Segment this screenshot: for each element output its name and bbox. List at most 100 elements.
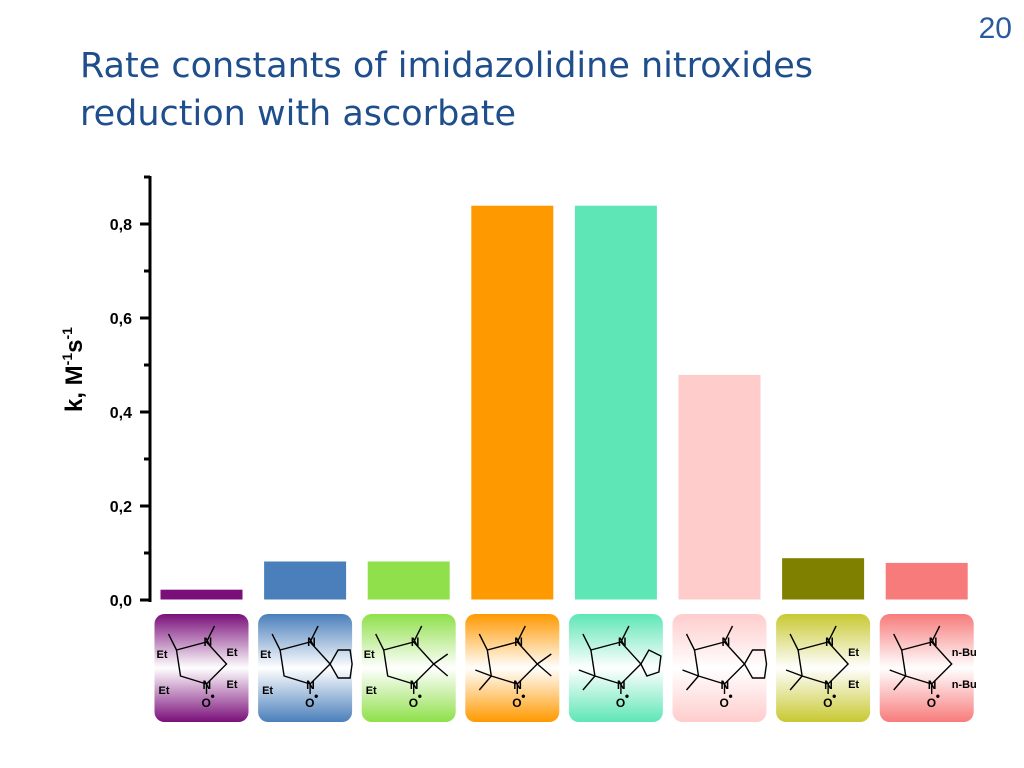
page-number: 20 <box>978 12 1012 45</box>
methyl-bond <box>309 625 319 643</box>
methyl-bond <box>620 625 630 643</box>
oxygen-atom: O <box>512 696 521 710</box>
structure-card-bg <box>361 614 456 722</box>
ring-skeleton <box>486 641 539 685</box>
radical-dot: • <box>936 689 940 703</box>
methyl-bond <box>375 633 385 651</box>
structure-card-bg <box>879 614 974 722</box>
substituent-label: Et <box>848 647 859 659</box>
structure-card: NNO • <box>465 614 560 722</box>
ring-skeleton <box>175 641 228 685</box>
oxygen-atom: O <box>202 696 211 710</box>
nitrogen-atom: N <box>928 678 937 692</box>
bar <box>263 560 348 601</box>
methyl-bond <box>536 653 552 665</box>
nitrogen-atom: N <box>824 678 833 692</box>
methyl-bond <box>723 625 734 643</box>
methyl-bond <box>893 633 903 651</box>
bar <box>470 204 555 601</box>
methyl-bond <box>475 669 492 677</box>
radical-dot: • <box>729 689 733 703</box>
slide-title-line-1: Rate constants of imidazolidine nitroxid… <box>80 46 813 86</box>
methyl-bond <box>478 675 492 691</box>
methyl-bond <box>785 669 803 677</box>
substituent-label: Et <box>262 685 273 697</box>
methyl-bond <box>516 625 526 643</box>
substituent-label: Et <box>157 649 168 661</box>
methyl-bond <box>167 633 178 651</box>
radical-dot: • <box>418 689 422 703</box>
spiro-ring <box>640 649 662 677</box>
substituent-label: n-Bu <box>952 679 977 691</box>
substituent-label: Et <box>260 649 271 661</box>
ring-skeleton <box>279 641 332 685</box>
radical-dot: • <box>314 689 318 703</box>
nitrogen-atom: N <box>410 678 419 692</box>
nitrogen-atom: N <box>722 635 731 649</box>
structure-card: NNO •n-Bun-Bu <box>879 614 977 722</box>
y-tick-label: 0,6 <box>110 311 132 328</box>
spiro-ring <box>743 649 768 679</box>
y-tick-label: 0,2 <box>110 499 132 516</box>
methyl-bond <box>931 625 941 643</box>
nitrogen-atom: N <box>307 635 316 649</box>
nitrogen-atom: N <box>514 635 523 649</box>
bar <box>366 560 451 601</box>
oxygen-atom: O <box>616 696 625 710</box>
methyl-bond <box>478 633 488 651</box>
methyl-bond <box>582 633 592 651</box>
nitrogen-atom: N <box>825 635 834 649</box>
methyl-bond <box>789 675 803 691</box>
oxygen-atom: O <box>305 696 314 710</box>
substituent-label: Et <box>364 649 375 661</box>
radical-dot: • <box>832 689 836 703</box>
methyl-bond <box>205 625 216 643</box>
nitrogen-atom: N <box>617 678 626 692</box>
y-tick-label: 0,0 <box>110 593 132 610</box>
substituent-label: Et <box>227 679 238 691</box>
slide-title: Rate constants of imidazolidine nitroxid… <box>80 42 940 138</box>
methyl-bond <box>582 675 596 691</box>
spiro-ring <box>329 649 353 679</box>
methyl-bond <box>433 653 449 665</box>
radical-dot: • <box>521 689 525 703</box>
methyl-bond <box>685 633 696 651</box>
methyl-bond <box>536 663 552 677</box>
methyl-bond <box>271 633 281 651</box>
ring-skeleton <box>797 641 850 685</box>
nitrogen-atom: N <box>618 635 627 649</box>
structure-card-bg <box>258 614 353 722</box>
oxygen-atom: O <box>927 696 936 710</box>
ring-skeleton <box>590 641 642 685</box>
methyl-bond <box>433 663 449 677</box>
nitrogen-atom: N <box>203 678 212 692</box>
nitrogen-atom: N <box>306 678 315 692</box>
oxygen-atom: O <box>720 696 729 710</box>
methyl-bond <box>685 675 700 691</box>
substituent-label: Et <box>366 685 377 697</box>
radical-dot: • <box>211 689 215 703</box>
ring-skeleton <box>900 641 953 685</box>
methyl-bond <box>889 669 906 677</box>
oxygen-atom: O <box>409 696 418 710</box>
y-tick-label: 0,4 <box>110 405 132 422</box>
bar <box>677 373 762 601</box>
structure-card: NNO • <box>568 614 663 722</box>
structure-card-bg <box>154 614 249 722</box>
bar <box>781 557 866 601</box>
methyl-bond <box>827 625 837 643</box>
slide-title-line-2: reduction with ascorbate <box>80 94 516 134</box>
substituent-label: Et <box>227 647 238 659</box>
structure-card: NNO • <box>672 614 768 722</box>
substituent-label: Et <box>848 679 859 691</box>
methyl-bond <box>893 675 907 691</box>
nitrogen-atom: N <box>721 678 730 692</box>
ring-skeleton <box>693 641 746 685</box>
nitrogen-atom: N <box>929 635 938 649</box>
methyl-bond <box>789 633 799 651</box>
y-axis-label: k, M-1s-1 <box>59 327 88 412</box>
